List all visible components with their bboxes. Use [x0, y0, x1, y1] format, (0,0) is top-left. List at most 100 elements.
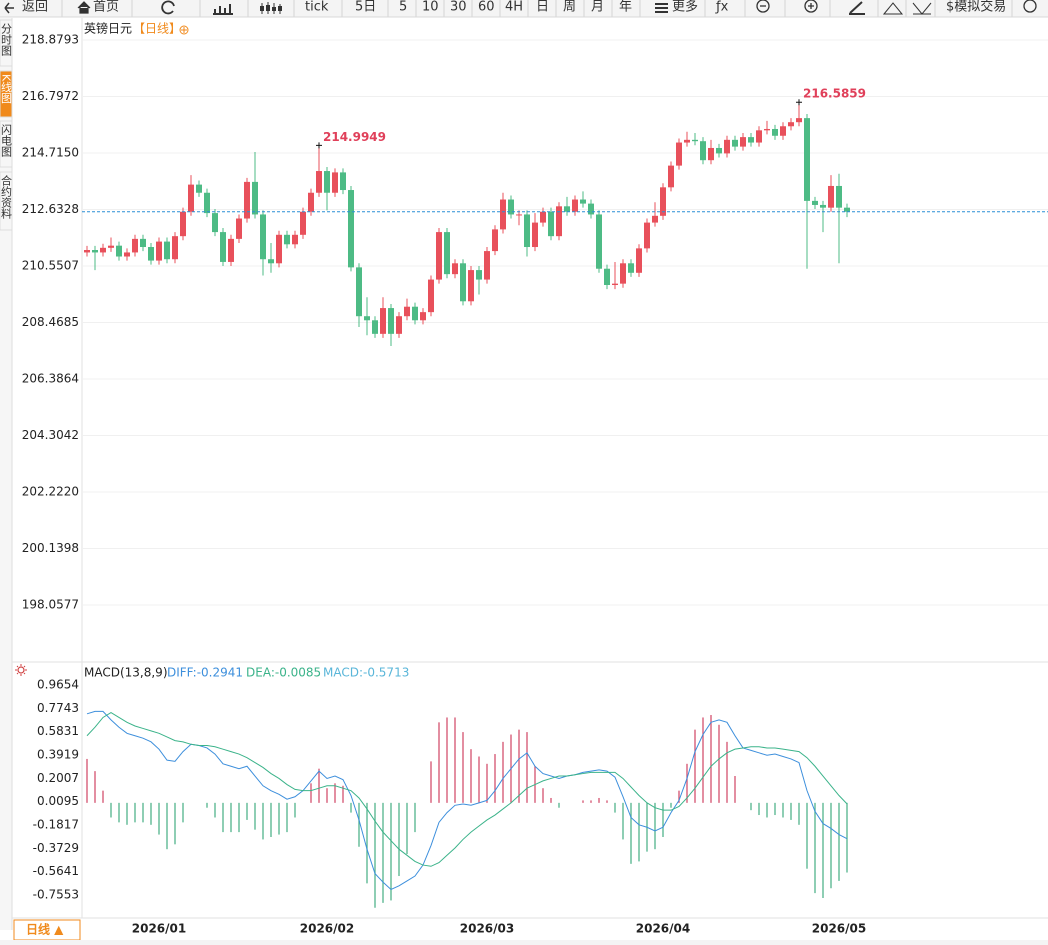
toolbar-button[interactable]: 年 — [619, 0, 632, 15]
candle-body — [228, 238, 234, 262]
candle-body — [732, 139, 738, 147]
candle-body — [252, 181, 258, 215]
more-icon[interactable] — [1023, 0, 1037, 13]
x-tick-label: 2026/03 — [460, 922, 514, 936]
candle-body — [364, 316, 370, 321]
candle-body — [108, 245, 114, 248]
sidebar-tab-label[interactable]: 合约资料 — [0, 174, 13, 220]
settings-icon[interactable] — [15, 664, 27, 676]
x-tick-label: 2026/01 — [132, 922, 186, 936]
candle-body — [300, 211, 306, 235]
candle-body — [308, 192, 314, 212]
y-tick-label: -0.7553 — [33, 887, 79, 901]
home-icon[interactable] — [77, 1, 91, 14]
sidebar-tab-label[interactable]: 分时图 — [0, 23, 13, 57]
sidebar-tab[interactable] — [0, 19, 13, 67]
toolbar-button[interactable]: 更多 — [672, 0, 698, 15]
y-tick-label: 218.8793 — [22, 32, 79, 46]
toolbar-button[interactable]: ƒx — [715, 0, 729, 15]
candle-body — [804, 118, 810, 201]
toolbar-button[interactable]: 60 — [478, 0, 495, 15]
macd-title: MACD(13,8,9) — [84, 666, 168, 680]
y-tick-label: 202.2220 — [22, 484, 79, 498]
candle-body — [180, 211, 186, 237]
candle-icon[interactable] — [260, 6, 264, 11]
y-tick-label: 0.3919 — [37, 748, 79, 762]
sidebar-tab[interactable] — [0, 70, 13, 118]
menu-icon[interactable] — [655, 3, 668, 13]
toolbar-button[interactable]: 30 — [450, 0, 467, 15]
candle-body — [540, 211, 546, 223]
legend-entry: MACD:-0.5713 — [323, 666, 409, 680]
candle-body — [636, 248, 642, 273]
candle-body — [140, 238, 146, 248]
candle-body — [628, 263, 634, 273]
y-tick-label: 198.0577 — [22, 597, 79, 611]
annotation-label: 214.9949 — [323, 130, 386, 144]
y-tick-label: 0.7743 — [37, 701, 79, 715]
candle-body — [476, 270, 482, 280]
toolbar-button[interactable]: 10 — [422, 0, 439, 15]
candle-body — [388, 308, 394, 334]
toolbar-button[interactable]: 日 — [536, 0, 549, 15]
legend-entry: DEA:-0.0085 — [246, 666, 321, 680]
candle-body — [244, 181, 250, 219]
zoom-in-icon[interactable] — [804, 0, 818, 13]
candle-body — [492, 229, 498, 252]
candle-body — [828, 185, 834, 208]
toolbar-button[interactable]: 5日 — [355, 0, 376, 15]
candle-body — [756, 130, 762, 143]
pen-icon[interactable] — [849, 1, 865, 15]
toolbar-button[interactable]: 返回 — [22, 0, 48, 15]
toolbar-button[interactable]: 周 — [563, 0, 576, 15]
macd-line — [86, 711, 848, 867]
triangle-icon[interactable] — [882, 2, 904, 15]
bottom-tab-label[interactable]: 日线 ▲ — [26, 922, 64, 937]
sidebar-tab[interactable] — [0, 120, 13, 168]
candle-body — [468, 270, 474, 302]
toolbar-button[interactable]: tick — [305, 0, 329, 15]
candle-body — [332, 172, 338, 193]
candle-body — [548, 211, 554, 237]
candle-body — [644, 222, 650, 249]
candle-body — [460, 263, 466, 302]
candle-body — [404, 306, 410, 317]
sidebar-tab-label[interactable]: K线图 — [0, 74, 13, 104]
candle-body — [172, 236, 178, 260]
toolbar-button[interactable]: 4H — [505, 0, 523, 15]
toolbar-button[interactable]: 5 — [399, 0, 407, 15]
candle-body — [276, 234, 282, 264]
triangle-down-icon[interactable] — [912, 2, 932, 15]
candle-body — [284, 234, 290, 245]
candle-body — [500, 199, 506, 230]
y-tick-label: 208.4685 — [22, 315, 79, 329]
candle-body — [516, 214, 522, 216]
back-icon[interactable] — [4, 2, 14, 14]
candle-body — [324, 171, 330, 193]
candle-body — [116, 245, 122, 257]
candle-body — [356, 267, 362, 317]
toolbar-button[interactable]: $模拟交易 — [946, 0, 1006, 15]
candle-body — [748, 137, 754, 143]
candle-body — [380, 308, 386, 334]
candle-body — [780, 126, 786, 136]
y-tick-label: 0.5831 — [37, 724, 79, 738]
bar-icon[interactable] — [213, 4, 233, 15]
candle-body — [316, 171, 322, 193]
macd-line — [86, 710, 848, 891]
add-icon[interactable] — [179, 25, 189, 35]
sidebar-tab[interactable] — [0, 171, 13, 231]
refresh-icon[interactable] — [161, 0, 175, 15]
zoom-out-icon[interactable] — [756, 0, 770, 13]
candle-body — [796, 118, 802, 123]
candle-body — [740, 137, 746, 147]
candle-body — [124, 252, 130, 257]
candle-body — [596, 214, 602, 269]
candle-body — [580, 199, 586, 204]
toolbar-button[interactable]: 月 — [591, 0, 604, 15]
sidebar-tab-label[interactable]: 闪电图 — [0, 123, 13, 158]
x-tick-label: 2026/02 — [300, 922, 354, 936]
candle-body — [684, 139, 690, 143]
toolbar-button[interactable]: 首页 — [93, 0, 119, 15]
